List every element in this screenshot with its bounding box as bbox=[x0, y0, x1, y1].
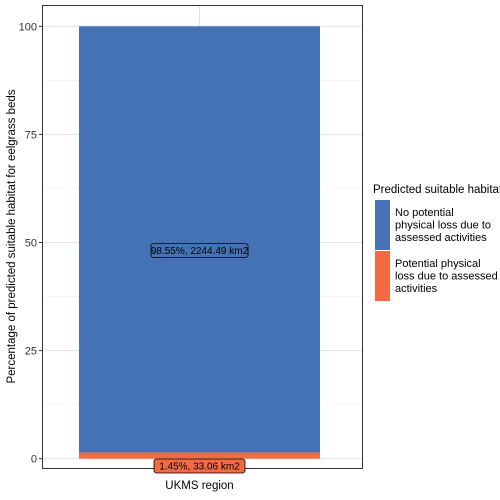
bar-label: 1.45%, 33.06 km2 bbox=[153, 458, 246, 474]
legend-entry-label: Potential physical loss due to assessed ac… bbox=[395, 258, 498, 295]
bar-label-text: 1.45%, 33.06 km2 bbox=[159, 462, 240, 473]
bar-segment bbox=[79, 452, 320, 459]
legend-entry-line: activities bbox=[395, 283, 438, 295]
y-tick-label: 100 bbox=[19, 21, 37, 33]
y-tick-label: 0 bbox=[31, 454, 37, 466]
bar-label: 98.55%, 2244.49 km2 bbox=[150, 243, 249, 258]
legend-entry-label: No potential physical loss due to assessed… bbox=[395, 207, 491, 244]
legend-entry-line: Potential physical bbox=[395, 258, 481, 270]
y-tick-label: 25 bbox=[25, 346, 37, 358]
bar-label-box bbox=[153, 458, 246, 474]
legend-entry-line: loss due to assessed bbox=[395, 271, 498, 283]
bars bbox=[79, 26, 320, 459]
legend: Predicted suitable habitat No potential p… bbox=[373, 184, 500, 301]
legend-key bbox=[375, 200, 390, 250]
y-axis: 0 25 50 75 100 bbox=[19, 21, 42, 466]
legend-key bbox=[375, 251, 390, 301]
bar-label-text: 98.55%, 2244.49 km2 bbox=[151, 246, 249, 257]
legend-title: Predicted suitable habitat bbox=[373, 184, 500, 196]
x-tick-label: UKMS region bbox=[165, 480, 233, 492]
y-tick-label: 75 bbox=[25, 129, 37, 141]
legend-entry-line: physical loss due to bbox=[395, 220, 491, 232]
bar-segment bbox=[79, 26, 320, 453]
legend-entry-line: No potential bbox=[395, 207, 454, 219]
y-axis-title: Percentage of predicted suitable habitat… bbox=[6, 89, 18, 383]
bar-labels: 98.55%, 2244.49 km2 1.45%, 33.06 km2 bbox=[150, 243, 249, 474]
y-tick-label: 50 bbox=[25, 238, 37, 250]
legend-entry-line: assessed activities bbox=[395, 232, 487, 244]
bar-label-box bbox=[150, 243, 249, 258]
